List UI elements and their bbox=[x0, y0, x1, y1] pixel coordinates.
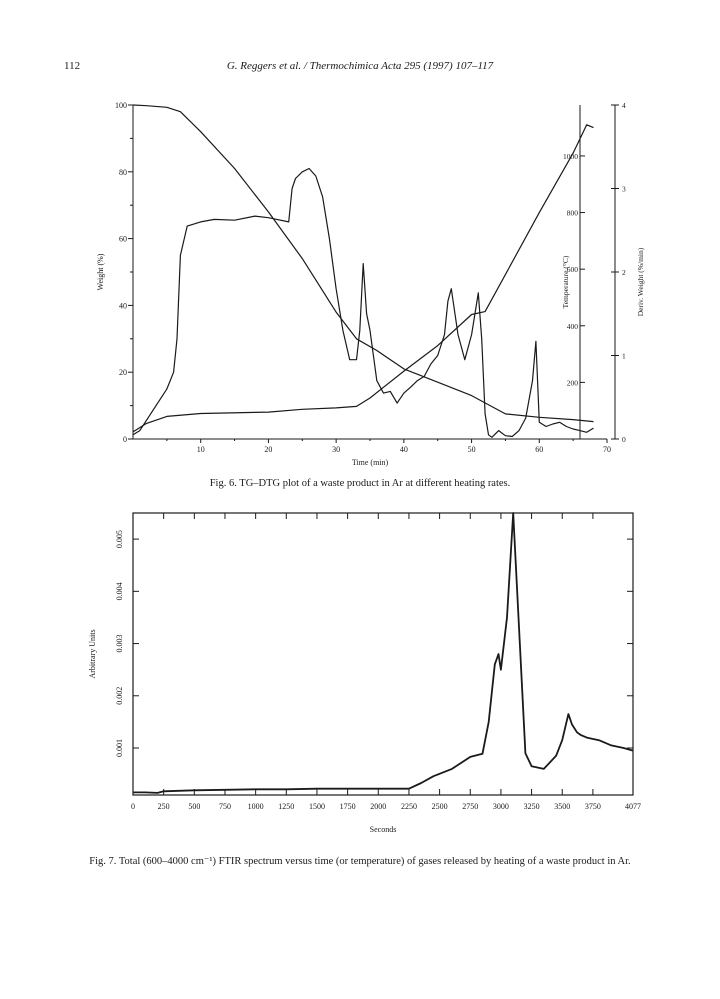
fig7-x-tick-label: 1250 bbox=[278, 802, 294, 811]
fig6-deriv-tick-label: 4 bbox=[622, 101, 626, 110]
fig6-x-tick-label: 30 bbox=[332, 445, 340, 454]
page-number: 112 bbox=[64, 60, 81, 72]
fig7-y-tick-label: 0.003 bbox=[115, 635, 124, 653]
running-title: G. Reggers et al. / Thermochimica Acta 2… bbox=[226, 60, 494, 72]
fig6-temp-tick-label: 200 bbox=[567, 378, 579, 387]
fig6-temp-axis-label: Temperature (°C) bbox=[561, 255, 570, 308]
fig7-plot-frame bbox=[132, 512, 634, 796]
fig7-x-tick-label: 4077 bbox=[625, 802, 641, 811]
fig6-left-tick-label: 100 bbox=[115, 101, 127, 110]
fig6-left-tick-label: 80 bbox=[119, 168, 127, 177]
fig7-x-tick-label: 3750 bbox=[585, 802, 601, 811]
fig7-x-axis-label: Seconds bbox=[370, 825, 397, 834]
fig7-x-tick-label: 3000 bbox=[493, 802, 509, 811]
fig6-x-tick-label: 20 bbox=[264, 445, 272, 454]
fig7-x-tick-label: 3250 bbox=[524, 802, 540, 811]
fig6-x-tick-label: 60 bbox=[535, 445, 543, 454]
fig6-x-tick-label: 40 bbox=[400, 445, 408, 454]
fig7-x-tick-label: 250 bbox=[158, 802, 170, 811]
figure-6-caption: Fig. 6. TG–DTG plot of a waste product i… bbox=[209, 478, 511, 489]
fig6-deriv-tick-label: 1 bbox=[622, 352, 626, 361]
fig7-spectrum-curve bbox=[133, 512, 634, 794]
fig7-x-tick-label: 0 bbox=[131, 802, 135, 811]
fig7-x-tick-label: 2250 bbox=[401, 802, 417, 811]
fig7-x-tick-label: 2500 bbox=[432, 802, 448, 811]
fig7-y-tick-label: 0.002 bbox=[115, 687, 124, 705]
fig6-weight-curve bbox=[132, 104, 594, 423]
fig6-x-axis-label: Time (min) bbox=[352, 458, 389, 467]
figure-7-caption: Fig. 7. Total (600–4000 cm⁻¹) FTIR spect… bbox=[89, 856, 631, 867]
fig6-temp-tick-label: 800 bbox=[567, 209, 579, 218]
fig6-left-tick-label: 40 bbox=[119, 301, 127, 310]
fig6-temp-tick-label: 400 bbox=[567, 322, 579, 331]
fig6-left-axis-label: Weight (%) bbox=[96, 253, 105, 290]
fig7-x-tick-label: 3500 bbox=[554, 802, 570, 811]
fig7-x-tick-label: 750 bbox=[219, 802, 231, 811]
fig7-x-tick-label: 2000 bbox=[370, 802, 386, 811]
fig6-x-tick-label: 10 bbox=[197, 445, 205, 454]
fig7-x-tick-label: 2750 bbox=[462, 802, 478, 811]
fig6-left-tick-label: 60 bbox=[119, 235, 127, 244]
fig7-x-tick-label: 1750 bbox=[340, 802, 356, 811]
fig6-temp-tick-label: 600 bbox=[567, 265, 579, 274]
fig6-x-tick-label: 50 bbox=[468, 445, 476, 454]
fig7-x-tick-label: 500 bbox=[188, 802, 200, 811]
fig6-deriv-tick-label: 2 bbox=[622, 268, 626, 277]
fig6-deriv-axis-label: Deriv. Weight (%/min) bbox=[636, 247, 645, 316]
fig6-derivative-curve bbox=[132, 167, 594, 438]
fig6-x-tick-label: 70 bbox=[603, 445, 611, 454]
fig7-y-tick-label: 0.005 bbox=[115, 530, 124, 548]
fig6-temperature-curve bbox=[132, 124, 594, 433]
fig6-deriv-tick-label: 0 bbox=[622, 435, 626, 444]
fig7-y-tick-label: 0.004 bbox=[115, 582, 124, 600]
fig7-x-tick-label: 1000 bbox=[248, 802, 264, 811]
fig6-deriv-tick-label: 3 bbox=[622, 185, 626, 194]
fig6-left-tick-label: 0 bbox=[123, 435, 127, 444]
fig7-y-tick-label: 0.001 bbox=[115, 739, 124, 757]
fig7-y-axis-label: Arbitrary Units bbox=[88, 629, 97, 678]
fig7-x-tick-label: 1500 bbox=[309, 802, 325, 811]
fig6-left-tick-label: 20 bbox=[119, 368, 127, 377]
